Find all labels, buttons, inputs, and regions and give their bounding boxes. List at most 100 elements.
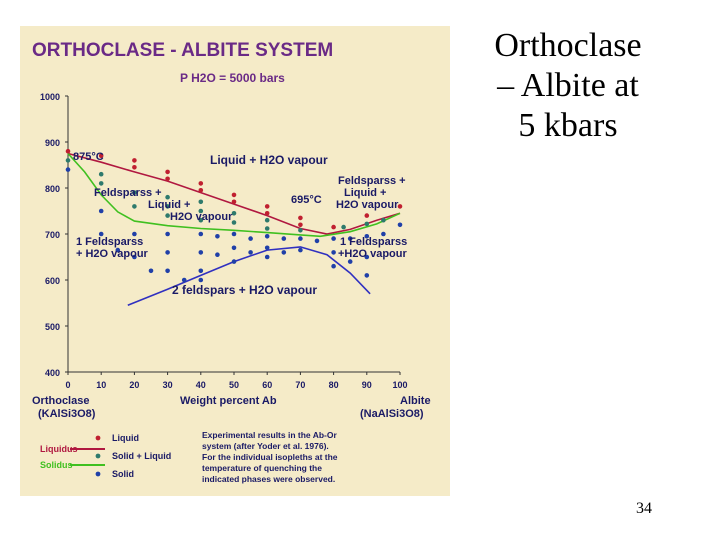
solid-point (98, 231, 104, 237)
solid-point (115, 247, 121, 253)
solidus-curve (67, 152, 401, 238)
solid-liquid-point (198, 217, 204, 223)
solid-point (132, 231, 137, 237)
solid-point (165, 231, 170, 237)
x-tick-label: 10 (96, 380, 106, 390)
legend-note-line-2: system (after Yoder et al. 1976). (202, 441, 329, 451)
solid-point (248, 250, 253, 255)
solid-point (165, 268, 170, 274)
liquid-point (132, 165, 137, 170)
solid-liquid-point (132, 190, 137, 195)
field-one-fsp-left-1: 1 Feldsparss (76, 236, 143, 248)
y-tick-label: 400 (45, 368, 60, 378)
x-end-albite: Albite (400, 395, 431, 407)
y-tick-label: 600 (45, 276, 60, 286)
x-tick-label: 20 (129, 380, 139, 390)
x-tick-label: 50 (229, 380, 239, 390)
x-tick-label: 70 (295, 380, 305, 390)
field-fsp-liquid-right-3: H2O vapour (336, 199, 399, 211)
solid-liquid-point (132, 204, 137, 209)
temp-875-label: 875°C (73, 151, 104, 163)
solid-point (231, 259, 237, 264)
solid-point (198, 250, 204, 255)
x-axis-captions: Orthoclase (KAlSi3O8) Weight percent Ab … (32, 395, 431, 420)
solid-point (165, 250, 170, 255)
solid-point (364, 234, 370, 239)
solid-point (364, 254, 370, 260)
y-tick-label: 1000 (40, 92, 60, 102)
phase-curves (67, 152, 401, 307)
x-axis-label: Weight percent Ab (180, 395, 277, 407)
slide-title: Orthoclase – Albite at 5 kbars (458, 26, 678, 146)
legend-note-line-5: indicated phases were observed. (202, 474, 335, 484)
solid-liquid-point (198, 208, 204, 214)
solid-point (231, 245, 237, 251)
liquid-point (264, 204, 270, 209)
solid-liquid-point (165, 194, 170, 200)
solid-point (198, 231, 204, 237)
solid-point (98, 208, 104, 214)
liquid-point (132, 158, 137, 163)
field-liquid-vapour: Liquid + H2O vapour (210, 153, 328, 167)
legend-solidus: Solidus (40, 460, 73, 470)
figure-title: ORTHOCLASE - ALBITE SYSTEM (32, 40, 333, 61)
liquid-point (364, 213, 370, 218)
phase-diagram-svg: ORTHOCLASE - ALBITE SYSTEM P H2O = 5000 … (20, 26, 450, 496)
field-one-fsp-left-2: + H2O vapour (76, 248, 149, 260)
liquid-point (331, 224, 336, 230)
x-tick-label: 90 (362, 380, 372, 390)
legend-solid-dot (95, 471, 101, 477)
solid-liquid-point (165, 213, 170, 218)
legend-solid-label: Solid (112, 469, 134, 479)
y-tick-label: 500 (45, 322, 60, 332)
slide-title-line-1: Orthoclase (494, 27, 642, 64)
legend-note-line-3: For the individual isopleths at the (202, 452, 338, 462)
solvus-curve (127, 246, 371, 307)
x-end-albite-formula: (NaAlSi3O8) (360, 408, 424, 420)
y-tick-label: 700 (45, 230, 60, 240)
solid-liquid-point (198, 199, 204, 205)
legend-note-line-4: temperature of quenching the (202, 463, 322, 473)
x-tick-label: 60 (262, 380, 272, 390)
solid-point (231, 231, 237, 237)
solid-point (248, 236, 253, 241)
solid-point (298, 247, 303, 253)
field-one-fsp-right-1: 1 Feldsparss (340, 236, 407, 248)
liquidus-curve (67, 152, 401, 235)
solid-liquid-point (65, 158, 71, 163)
solid-liquid-point (341, 224, 346, 230)
field-one-fsp-right-2: +H2O vapour (338, 248, 407, 260)
liquid-point (397, 204, 403, 209)
legend: Liquidus Solidus Liquid Solid + Liquid S… (40, 430, 338, 484)
isopleth-points (65, 148, 403, 283)
x-tick-label: 30 (163, 380, 173, 390)
solid-point (364, 273, 370, 278)
axes: 400 500 600 700 800 900 1000 0 10 20 30 40 50 60 70 80 9… (40, 92, 408, 390)
solid-liquid-point (264, 226, 270, 231)
solid-point (331, 263, 336, 269)
solid-point (215, 252, 220, 257)
liquid-point (98, 153, 104, 159)
legend-note-line-1: Experimental results in the Ab-Or (202, 430, 337, 440)
x-tick-label: 100 (392, 380, 407, 390)
solid-liquid-point (98, 181, 104, 186)
solid-liquid-point (98, 171, 104, 177)
liquid-point (231, 199, 237, 205)
solid-point (314, 238, 320, 244)
legend-solid-liquid-label: Solid + Liquid (112, 451, 171, 461)
phase-diagram-figure: ORTHOCLASE - ALBITE SYSTEM P H2O = 5000 … (20, 26, 450, 496)
solid-liquid-point (381, 217, 386, 223)
field-fsp-liquid-left-3: H2O vapour (170, 211, 233, 223)
pressure-label: P H2O = 5000 bars (180, 71, 285, 85)
liquid-point (165, 176, 170, 182)
solid-point (281, 236, 287, 241)
field-fsp-liquid-right-2: Liquid + (344, 187, 386, 199)
x-tick-label: 80 (329, 380, 339, 390)
solid-point (264, 254, 270, 260)
field-labels: 875°C 695°C Liquid + H2O vapour Feldspar… (73, 151, 407, 297)
solid-liquid-point (231, 220, 237, 225)
solid-liquid-point (231, 211, 237, 216)
field-fsp-liquid-left-1: Feldsparss + (94, 187, 162, 199)
legend-liquid-label: Liquid (112, 433, 139, 443)
solid-point (264, 234, 270, 239)
